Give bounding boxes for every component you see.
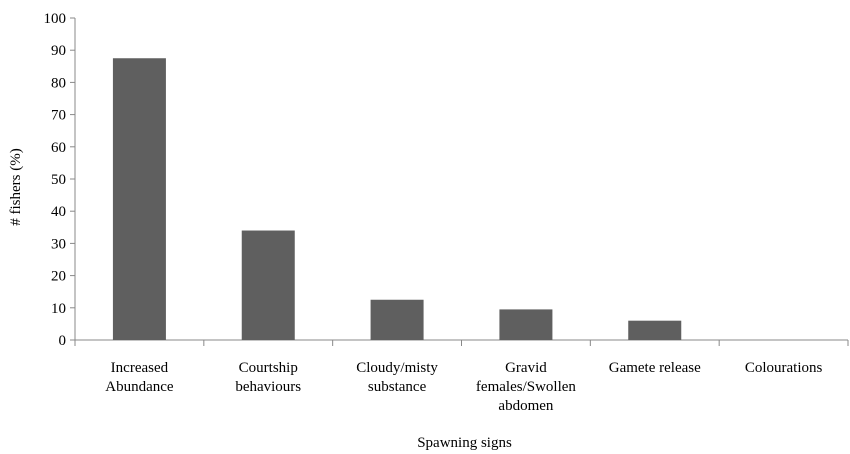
- bar: [370, 299, 424, 340]
- y-tick-label: 30: [51, 236, 66, 252]
- bars: [112, 58, 682, 340]
- y-tick-label: 70: [51, 108, 66, 124]
- category-label: Colourations: [745, 360, 823, 376]
- y-tick-label: 60: [51, 140, 66, 156]
- category-labels: Increased Abundance Courtship behaviours Clo…: [105, 360, 822, 414]
- category-label: Courtship behaviours: [235, 360, 301, 395]
- x-axis-title: Spawning signs: [417, 435, 512, 451]
- x-axis: [74, 339, 849, 346]
- y-tick-label: 20: [51, 269, 66, 285]
- bar: [628, 320, 682, 340]
- y-tick-label: 100: [44, 11, 67, 27]
- y-tick-label: 40: [51, 204, 66, 220]
- category-label: Cloudy/misty substance: [356, 360, 438, 395]
- y-axis: 0 10 20 30 40 50 60 70 80 90 100: [44, 11, 76, 349]
- y-tick-label: 90: [51, 43, 66, 59]
- y-tick-label: 80: [51, 75, 66, 91]
- category-label: Gravid females/Swollen abdomen: [476, 360, 576, 414]
- category-label: Gamete release: [609, 360, 701, 376]
- y-tick-label: 0: [59, 333, 67, 349]
- bar: [241, 230, 295, 340]
- bar: [499, 309, 553, 340]
- category-label: Increased Abundance: [105, 360, 174, 395]
- y-tick-label: 50: [51, 172, 66, 188]
- y-tick-label: 10: [51, 301, 66, 317]
- bar: [112, 58, 166, 340]
- y-axis-title: # fishers (%): [8, 148, 24, 225]
